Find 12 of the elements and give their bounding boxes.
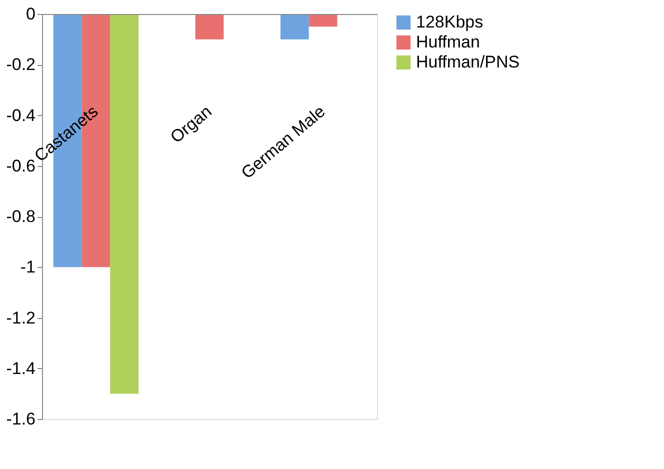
- y-tick-label: -0.6: [6, 156, 36, 176]
- y-tick-label: -1.2: [6, 308, 36, 328]
- y-tick-label: -0.8: [6, 207, 36, 226]
- y-tick-label: 0: [26, 4, 36, 24]
- legend-label: 128Kbps: [416, 12, 484, 32]
- y-tick-label: -0.4: [6, 106, 36, 125]
- legend-label: Huffman: [416, 32, 480, 52]
- legend-label: Huffman/PNS: [416, 52, 520, 72]
- y-tick-label: -0.2: [6, 55, 36, 74]
- y-tick-label: -1.6: [6, 410, 36, 428]
- y-tick-label: -1.4: [6, 358, 36, 378]
- y-tick-label: -1: [20, 258, 36, 277]
